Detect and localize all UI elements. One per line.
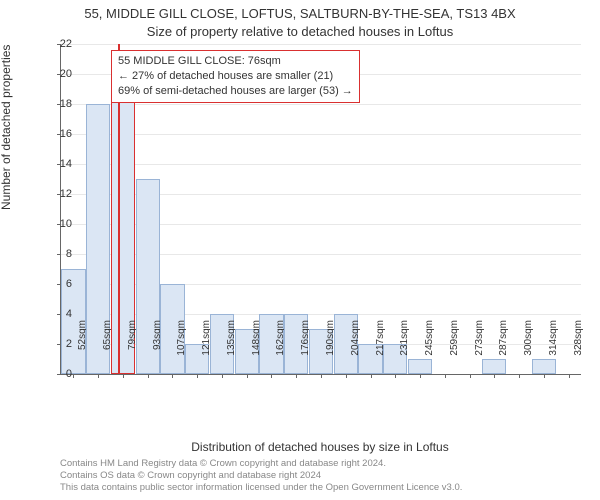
title-address: 55, MIDDLE GILL CLOSE, LOFTUS, SALTBURN-… [0,6,600,21]
y-tick-label: 8 [42,248,72,260]
x-tick-mark [296,374,297,378]
x-tick-label: 259sqm [449,320,460,380]
x-tick-mark [371,374,372,378]
x-tick-mark [569,374,570,378]
x-tick-mark [544,374,545,378]
annotation-box: 55 MIDDLE GILL CLOSE: 76sqm← 27% of deta… [111,50,360,103]
y-tick-label: 0 [42,368,72,380]
x-tick-mark [247,374,248,378]
footer-line-2: Contains OS data © Crown copyright and d… [60,470,580,482]
y-tick-label: 2 [42,338,72,350]
y-tick-label: 22 [42,38,72,50]
x-tick-mark [98,374,99,378]
gridline-h [61,44,581,45]
y-tick-label: 16 [42,128,72,140]
x-axis-label: Distribution of detached houses by size … [60,440,580,454]
x-tick-mark [395,374,396,378]
y-tick-label: 4 [42,308,72,320]
annotation-line-1: 55 MIDDLE GILL CLOSE: 76sqm [118,54,353,69]
x-tick-mark [445,374,446,378]
x-tick-mark [519,374,520,378]
gridline-h [61,164,581,165]
gridline-h [61,104,581,105]
y-tick-label: 20 [42,68,72,80]
y-tick-label: 18 [42,98,72,110]
x-tick-label: 287sqm [498,320,509,380]
x-tick-label: 245sqm [424,320,435,380]
x-tick-mark [271,374,272,378]
x-tick-mark [197,374,198,378]
gridline-h [61,134,581,135]
chart-plot-area: 52sqm65sqm79sqm93sqm107sqm121sqm135sqm14… [60,44,581,375]
annotation-line-3: 69% of semi-detached houses are larger (… [118,84,353,99]
x-tick-mark [222,374,223,378]
y-tick-label: 10 [42,218,72,230]
x-tick-mark [420,374,421,378]
y-axis-label: Number of detached properties [0,45,13,210]
y-tick-label: 12 [42,188,72,200]
x-tick-mark [321,374,322,378]
y-tick-label: 14 [42,158,72,170]
x-tick-mark [346,374,347,378]
x-tick-mark [73,374,74,378]
x-tick-label: 328sqm [573,320,584,380]
annotation-line-2: ← 27% of detached houses are smaller (21… [118,69,353,84]
y-tick-label: 6 [42,278,72,290]
footer-attribution: Contains HM Land Registry data © Crown c… [60,458,580,494]
x-tick-mark [172,374,173,378]
x-tick-mark [470,374,471,378]
x-tick-mark [123,374,124,378]
x-tick-mark [148,374,149,378]
footer-line-1: Contains HM Land Registry data © Crown c… [60,458,580,470]
x-tick-mark [494,374,495,378]
footer-line-3: This data contains public sector informa… [60,482,580,494]
title-subtitle: Size of property relative to detached ho… [0,24,600,39]
x-tick-label: 314sqm [548,320,559,380]
